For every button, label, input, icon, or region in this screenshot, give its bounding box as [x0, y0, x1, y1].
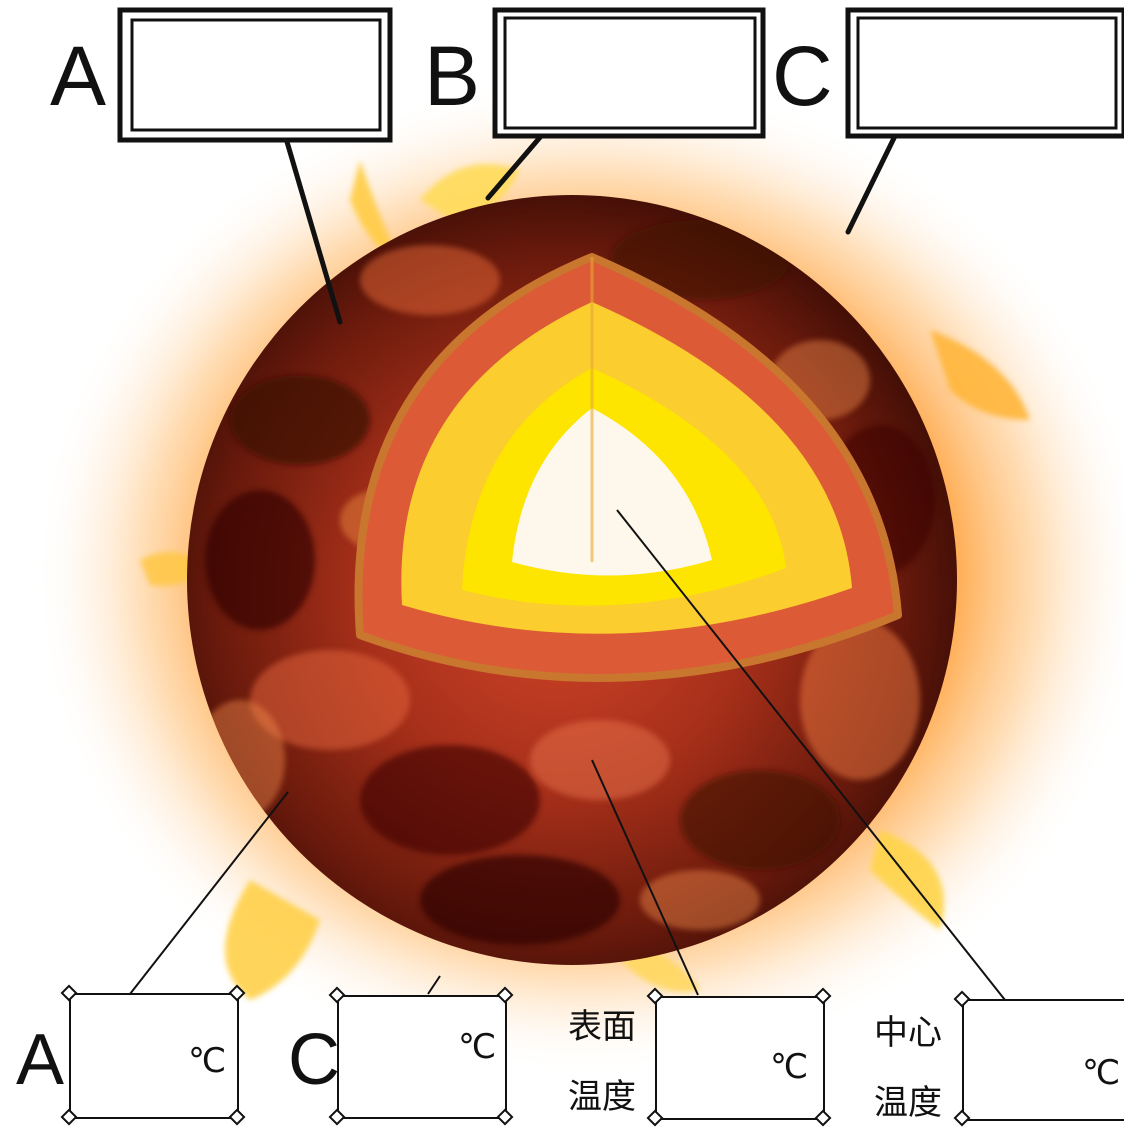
top-label-c: C	[772, 29, 833, 123]
unit-celsius-box-a: ℃	[188, 1041, 227, 1081]
top-label-b: B	[424, 29, 481, 123]
pointer-lines-bottom	[129, 509, 1006, 1001]
center-temperature-label-line1: 中心	[874, 1013, 942, 1053]
bottom-label-a: A	[16, 1020, 65, 1100]
core	[512, 408, 712, 576]
unit-celsius-box-center: ℃	[1082, 1053, 1121, 1093]
pointer-lines-top	[282, 132, 898, 325]
unit-celsius-box-surface: ℃	[770, 1047, 809, 1087]
top-label-a: A	[50, 29, 107, 123]
solar-flares	[140, 160, 1030, 1000]
bottom-temperature-boxes	[69, 993, 1124, 1121]
surface-temperature-label-line2: 温度	[568, 1077, 636, 1117]
center-temperature-label-line2: 温度	[874, 1083, 942, 1123]
bottom-label-c: C	[288, 1020, 340, 1100]
corner-handles	[60, 984, 971, 1127]
top-answer-boxes	[117, 7, 1124, 143]
surface-temperature-label-line1: 表面	[568, 1007, 636, 1047]
unit-celsius-box-c: ℃	[458, 1027, 497, 1067]
